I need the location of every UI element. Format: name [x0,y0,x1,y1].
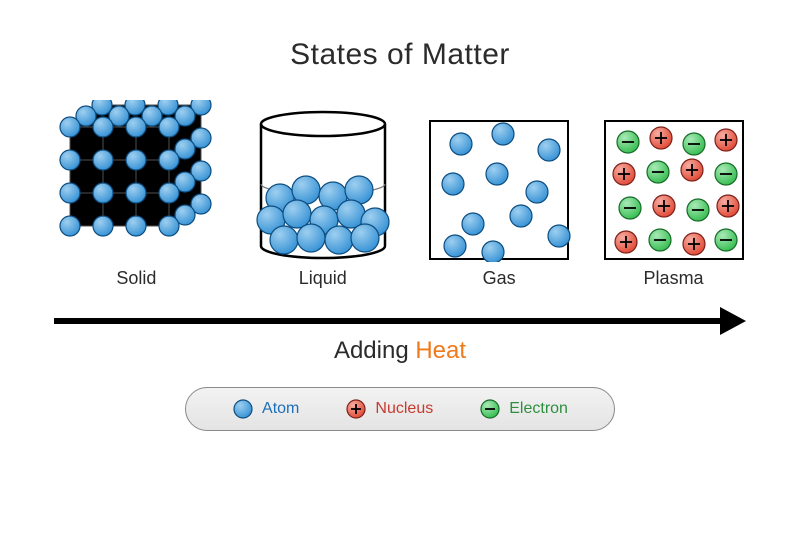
label-solid: Solid [116,268,156,289]
gas-atoms [431,122,571,262]
electron-icon [479,398,501,420]
legend-nucleus-label: Nucleus [375,400,433,418]
legend-electron: Electron [479,398,568,420]
atom-icon [232,398,254,420]
liquid-diagram [251,110,395,260]
legend: Atom Nucleus Electron [185,387,615,431]
plasma-particles [606,122,746,262]
label-gas: Gas [483,268,516,289]
arrow-text-heat: Heat [415,337,466,364]
label-plasma: Plasma [644,268,704,289]
panel-gas: Gas [429,120,569,289]
page-title: States of Matter [0,0,800,72]
solid-diagram [56,100,216,260]
panel-liquid: Liquid [251,110,395,289]
nucleus-icon [345,398,367,420]
gas-box [429,120,569,260]
panels-row: Solid Liquid Gas Plasma [0,72,800,295]
legend-atom: Atom [232,398,299,420]
legend-atom-label: Atom [262,400,299,418]
arrow-head-icon [720,307,746,335]
plasma-box [604,120,744,260]
label-liquid: Liquid [299,268,347,289]
heat-arrow [54,313,746,327]
panel-plasma: Plasma [604,120,744,289]
legend-electron-label: Electron [509,400,568,418]
legend-nucleus: Nucleus [345,398,433,420]
arrow-text-adding: Adding [334,337,409,364]
arrow-line [54,318,726,324]
panel-solid: Solid [56,100,216,289]
arrow-label: Adding Heat [0,337,800,365]
